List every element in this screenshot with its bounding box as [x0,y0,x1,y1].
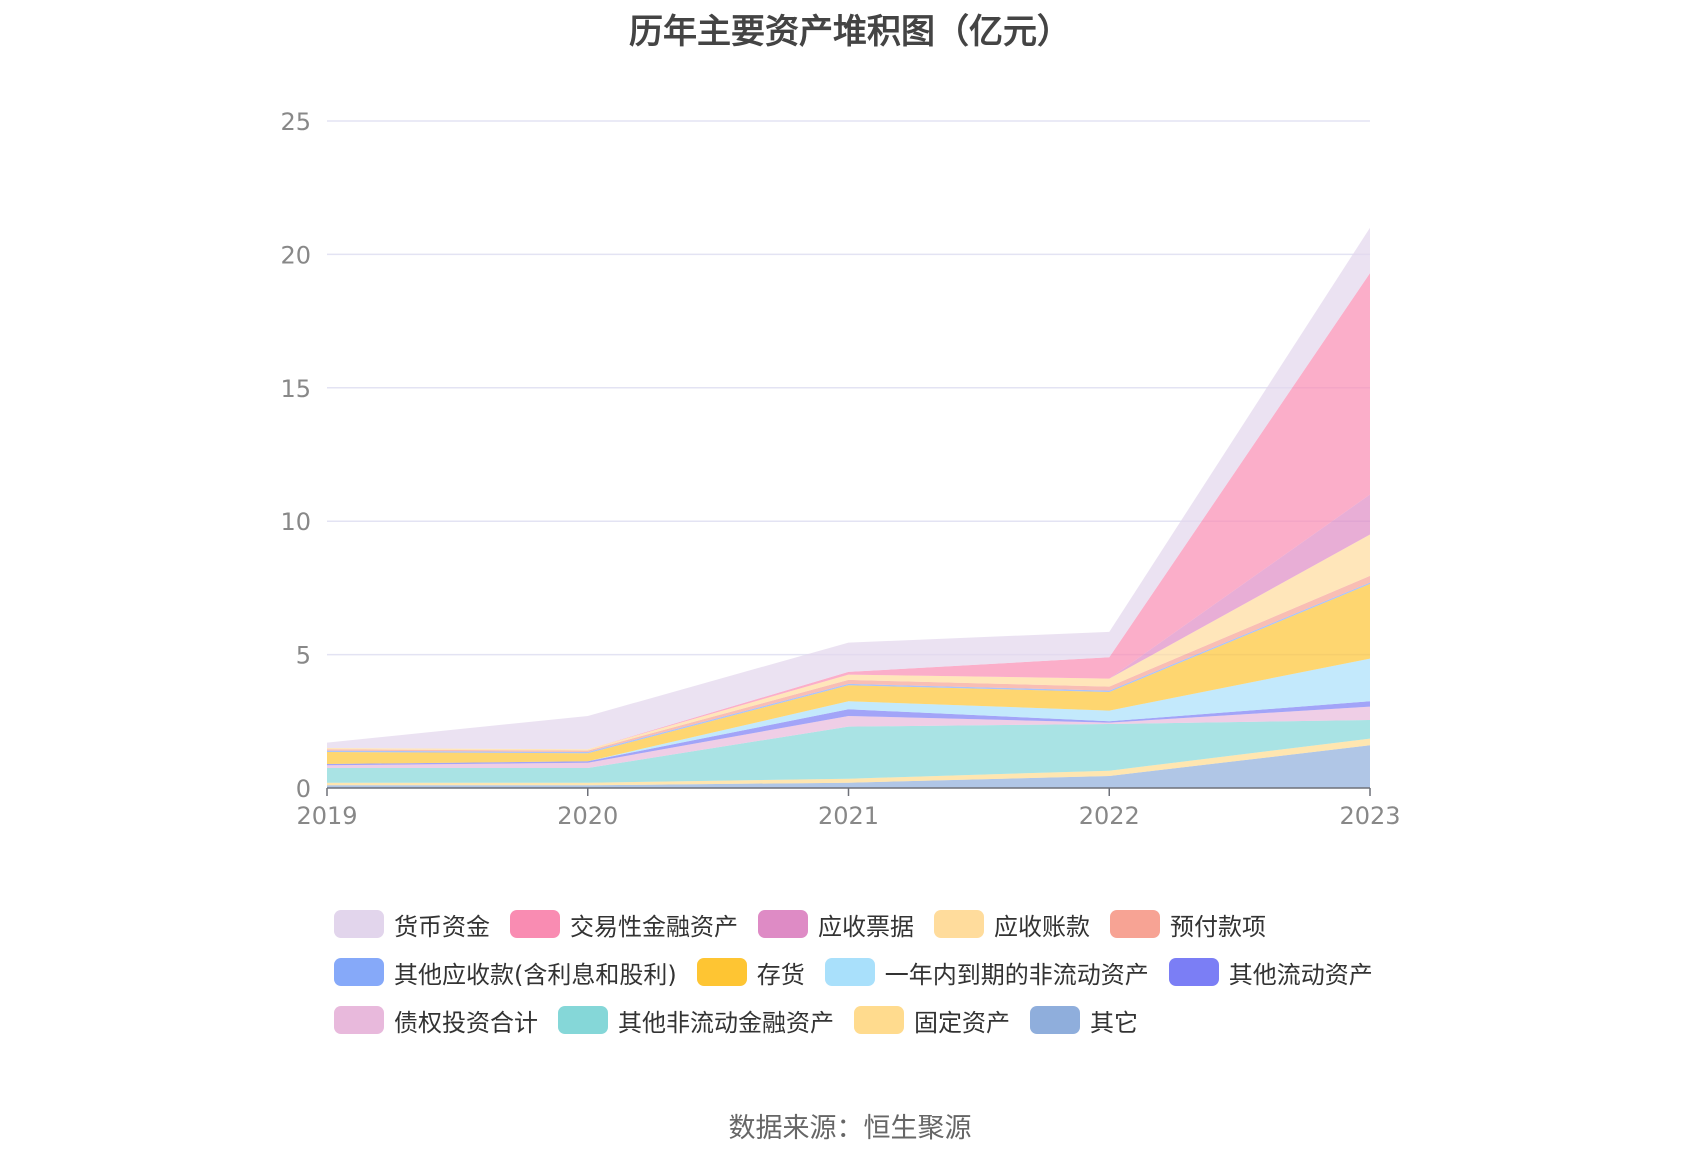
area-series-13[interactable] [327,227,1370,750]
legend-swatch [934,910,984,938]
stacked-area-chart: 0 5 10 15 20 25 2019 2020 2021 2022 2023 [280,108,1400,830]
x-tick-label: 2020 [557,802,618,830]
legend-label: 货币资金 [394,912,490,941]
area-series-4[interactable] [327,706,1370,768]
legend-swatch [334,1006,384,1034]
legend-swatch [334,958,384,986]
legend-label: 固定资产 [914,1008,1010,1037]
legend-label: 预付款项 [1170,912,1266,941]
chart-title: 历年主要资产堆积图（亿元） [629,12,1071,52]
legend-swatch [758,910,808,938]
legend-item[interactable]: 债权投资合计 [334,1003,538,1038]
legend-label: 应收账款 [994,912,1090,941]
y-tick-label: 0 [296,775,311,803]
area-series-3[interactable] [327,720,1370,783]
y-tick-label: 15 [280,375,311,403]
y-tick-label: 5 [296,642,311,670]
area-series-7[interactable] [327,583,1370,764]
legend: 货币资金 交易性金融资产 应收票据 应收账款 预付款项 其他应收款(含利息和股利) 存货 一… [334,900,1434,1044]
data-source-note: 数据来源：恒生聚源 [728,1113,972,1144]
legend-swatch [334,910,384,938]
legend-item[interactable]: 其他非流动金融资产 [558,1003,834,1038]
legend-label: 其他非流动金融资产 [618,1008,834,1037]
legend-label: 其他应收款(含利息和股利) [394,960,677,989]
area-series-layer [327,227,1370,788]
area-series-1[interactable] [327,745,1370,788]
legend-item[interactable]: 其他应收款(含利息和股利) [334,955,677,990]
legend-item[interactable]: 交易性金融资产 [510,907,738,942]
legend-row-1: 货币资金 交易性金融资产 应收票据 应收账款 预付款项 [334,900,1434,948]
legend-swatch [1168,958,1219,986]
legend-label: 其它 [1090,1008,1138,1037]
legend-item[interactable]: 其它 [1030,1003,1138,1038]
axes: 0 5 10 15 20 25 2019 2020 2021 2022 2023 [280,108,1400,830]
legend-swatch [1110,910,1160,938]
legend-swatch [1030,1006,1080,1034]
x-tick-label: 2022 [1079,802,1140,830]
legend-row-2: 其他应收款(含利息和股利) 存货 一年内到期的非流动资产 其他流动资产 [334,948,1434,996]
y-tick-label: 20 [280,241,311,269]
legend-item[interactable]: 其他流动资产 [1168,955,1373,990]
legend-item[interactable]: 固定资产 [854,1003,1010,1038]
legend-swatch [696,958,747,986]
area-series-6[interactable] [327,658,1370,764]
legend-label: 交易性金融资产 [570,912,738,941]
legend-item[interactable]: 应收票据 [758,907,914,942]
legend-item[interactable]: 预付款项 [1110,907,1266,942]
x-tick-label: 2023 [1339,802,1400,830]
legend-row-3: 债权投资合计 其他非流动金融资产 固定资产 其它 [334,996,1434,1044]
area-series-2[interactable] [327,738,1370,786]
area-series-5[interactable] [327,701,1370,766]
x-tick-label: 2019 [296,802,357,830]
legend-swatch [854,1006,904,1034]
legend-label: 存货 [756,960,805,989]
legend-item[interactable]: 应收账款 [934,907,1090,942]
legend-item[interactable]: 存货 [696,955,805,990]
legend-swatch [824,958,875,986]
x-tick-label: 2021 [818,802,879,830]
legend-swatch [558,1006,608,1034]
y-tick-label: 10 [280,508,311,536]
legend-item[interactable]: 货币资金 [334,907,490,942]
legend-label: 一年内到期的非流动资产 [884,960,1149,989]
legend-label: 其他流动资产 [1228,960,1373,989]
legend-item[interactable]: 一年内到期的非流动资产 [824,955,1149,990]
legend-label: 应收票据 [818,912,914,941]
legend-swatch [510,910,560,938]
y-tick-label: 25 [280,108,311,136]
legend-label: 债权投资合计 [394,1008,538,1037]
